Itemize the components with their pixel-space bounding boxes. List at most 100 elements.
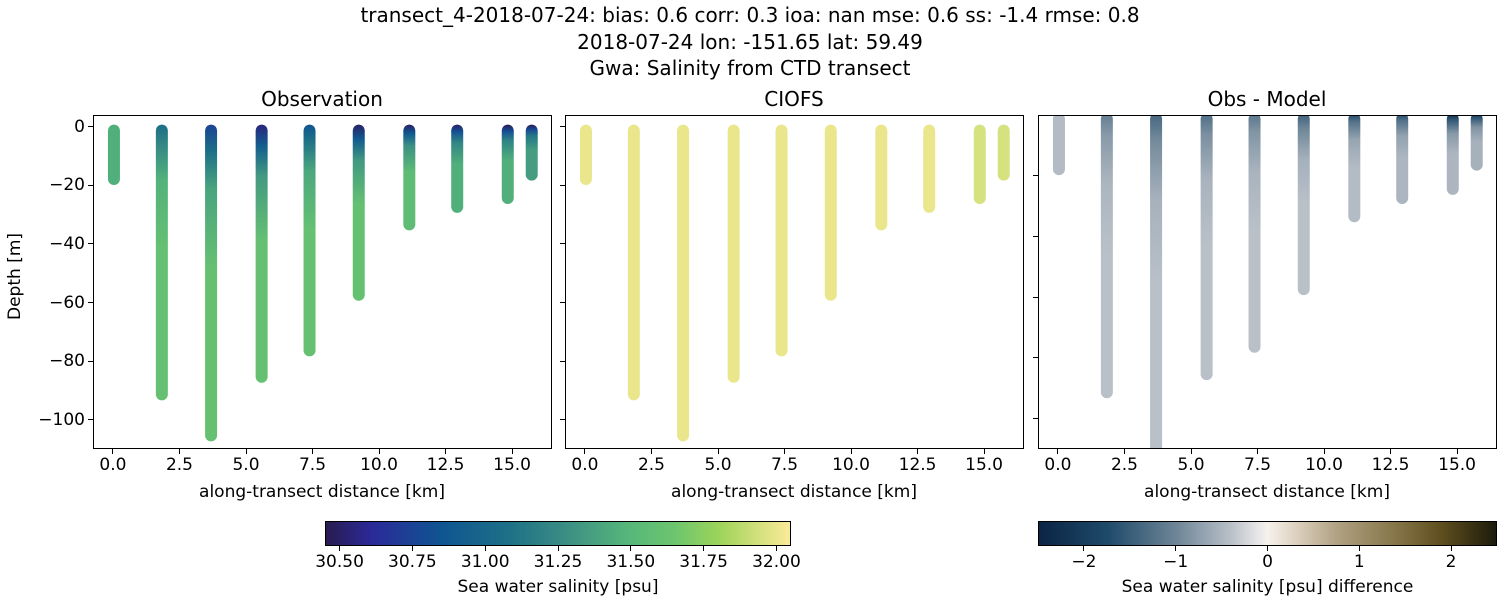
cast-profile xyxy=(677,124,690,442)
colorbar-tick-label: 31.75 xyxy=(679,552,728,572)
x-tick xyxy=(650,449,652,454)
x-tick xyxy=(378,449,380,454)
axes-observation xyxy=(93,115,552,449)
y-tick xyxy=(1033,175,1038,177)
y-tick xyxy=(1033,357,1038,359)
ciofs-scatter xyxy=(579,124,1010,442)
x-tick xyxy=(917,449,919,454)
x-tick xyxy=(445,449,447,454)
x-tick xyxy=(1257,449,1259,454)
colorbar-tick xyxy=(1267,546,1268,551)
panel-title-observation: Observation xyxy=(261,87,383,111)
y-tick xyxy=(1033,235,1038,237)
x-tick xyxy=(1390,449,1392,454)
salinity-colorbar xyxy=(325,521,791,546)
colorbar-tick xyxy=(630,546,632,551)
x-tick-label: 5.0 xyxy=(232,455,260,475)
y-tick xyxy=(88,243,93,245)
x-tick xyxy=(1057,449,1059,454)
x-tick-label: 12.5 xyxy=(1371,455,1410,475)
x-tick xyxy=(1190,449,1192,454)
x-tick xyxy=(1123,449,1125,454)
x-tick-label: 7.5 xyxy=(298,455,327,475)
cast-profile xyxy=(1248,116,1261,353)
cast-profile xyxy=(1348,116,1361,223)
x-tick-label: 7.5 xyxy=(1243,455,1272,475)
x-tick-label: 2.5 xyxy=(1110,455,1138,475)
colorbar-tick-label: 31.00 xyxy=(460,552,510,572)
colorbar-tick-label: 30.50 xyxy=(315,552,364,572)
y-tick xyxy=(1033,418,1038,420)
x-tick-label: 12.5 xyxy=(898,455,937,475)
cast-profile xyxy=(403,124,416,231)
x-axis-label-ciofs: along-transect distance [km] xyxy=(671,482,917,502)
difference-colorbar xyxy=(1038,521,1497,546)
x-tick-label: 15.0 xyxy=(965,455,1003,475)
colorbar-tick-label: 0 xyxy=(1262,552,1273,572)
colorbar-tick xyxy=(1083,546,1085,551)
x-tick xyxy=(983,449,985,454)
cast-profile xyxy=(1100,116,1113,399)
y-axis-label: Depth [m] xyxy=(5,232,25,320)
x-tick-label: 12.5 xyxy=(426,455,465,475)
cast-profile xyxy=(1297,116,1310,296)
cast-profile xyxy=(579,124,592,185)
x-tick-label: 5.0 xyxy=(1177,455,1205,475)
observation-scatter xyxy=(107,124,538,442)
y-tick xyxy=(88,360,93,362)
x-tick-label: 5.0 xyxy=(704,455,732,475)
y-tick-label: 0 xyxy=(74,116,85,137)
colorbar-tick-label: −1 xyxy=(1163,552,1189,572)
panel-title-obs-minus-model: Obs - Model xyxy=(1207,87,1327,111)
x-tick xyxy=(178,449,180,454)
cast-profile xyxy=(627,124,640,401)
cast-profile xyxy=(923,124,936,213)
cast-profile xyxy=(1470,116,1483,171)
colorbar-tick-label: 1 xyxy=(1353,552,1365,572)
y-tick xyxy=(560,302,565,303)
y-tick xyxy=(560,243,565,245)
x-axis-label-difference: along-transect distance [km] xyxy=(1144,482,1390,502)
axes-obs-minus-model xyxy=(1038,115,1497,449)
x-tick-label: 0.0 xyxy=(571,455,599,475)
x-tick xyxy=(245,449,247,454)
y-tick xyxy=(560,360,565,362)
y-tick xyxy=(88,419,93,421)
cast-profile xyxy=(525,124,538,181)
cast-profile xyxy=(1200,116,1213,381)
colorbar-tick-label: 31.25 xyxy=(533,552,583,572)
x-tick-label: 7.5 xyxy=(770,455,799,475)
cast-profile xyxy=(501,124,514,205)
figure-title-line-1: transect_4-2018-07-24: bias: 0.6 corr: 0… xyxy=(360,3,1140,27)
colorbar-tick xyxy=(1175,546,1177,551)
cast-profile xyxy=(1150,116,1163,448)
colorbar-tick xyxy=(339,546,341,551)
x-tick xyxy=(1456,449,1458,454)
difference-scatter xyxy=(1052,116,1483,448)
y-tick xyxy=(560,419,565,421)
figure-title-line-3: Gwa: Salinity from CTD transect xyxy=(589,56,911,80)
cast-profile xyxy=(824,124,837,301)
y-tick-label: −40 xyxy=(49,233,85,254)
cast-profile xyxy=(1396,116,1409,204)
x-tick xyxy=(850,449,852,454)
colorbar-tick xyxy=(1450,546,1452,551)
x-tick xyxy=(784,449,786,454)
cast-profile xyxy=(155,124,168,401)
colorbar-tick xyxy=(411,546,413,551)
colorbar-tick-label: 31.50 xyxy=(606,552,656,572)
y-tick xyxy=(560,126,565,128)
colorbar-tick-label: 32.00 xyxy=(752,552,801,572)
cast-profile xyxy=(727,124,740,383)
panel-title-ciofs: CIOFS xyxy=(764,87,824,111)
axes-ciofs xyxy=(565,115,1024,449)
y-tick xyxy=(88,184,93,186)
cast-profile xyxy=(255,124,268,383)
x-tick xyxy=(312,449,314,454)
difference-colorbar-label: Sea water salinity [psu] difference xyxy=(1121,577,1414,597)
x-tick xyxy=(1323,449,1325,454)
y-tick xyxy=(88,126,93,128)
cast-profile xyxy=(1446,116,1459,195)
y-tick-label: −80 xyxy=(49,351,85,372)
y-tick xyxy=(88,302,93,303)
